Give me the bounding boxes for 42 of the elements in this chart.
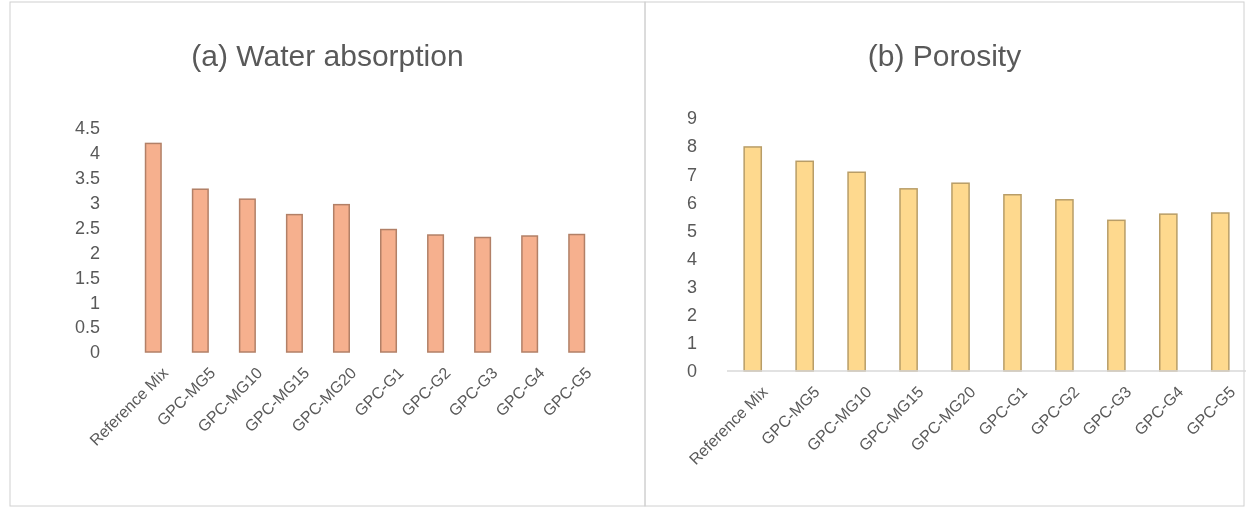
y-tick-label: 1	[89, 292, 100, 313]
bar	[380, 228, 398, 353]
y-tick-label: 3	[686, 276, 697, 297]
chart-title: (b) Porosity	[867, 39, 1022, 72]
bar	[332, 203, 350, 353]
bar	[899, 188, 918, 372]
y-tick-label: 4	[686, 248, 697, 269]
y-tick-label: 7	[686, 164, 697, 185]
y-tick-label: 2.5	[74, 217, 100, 238]
bar	[1107, 219, 1126, 372]
y-tick-label: 0.5	[74, 317, 100, 338]
bar	[847, 171, 866, 372]
y-tick-label: 9	[686, 108, 697, 129]
bar	[285, 213, 303, 353]
y-tick-label: 6	[686, 192, 697, 213]
y-tick-label: 0	[686, 361, 697, 382]
bar	[474, 236, 492, 353]
bar	[427, 234, 445, 353]
y-tick-label: 0	[89, 342, 100, 363]
bar	[743, 146, 763, 372]
bar	[144, 142, 162, 353]
bar	[191, 188, 209, 353]
bar	[521, 235, 539, 353]
y-tick-label: 5	[686, 220, 697, 241]
bar	[795, 160, 814, 372]
y-tick-label: 2	[89, 242, 100, 263]
bar	[568, 233, 586, 353]
y-tick-label: 1.5	[74, 267, 100, 288]
chart-title: (a) Water absorption	[191, 39, 464, 72]
y-tick-label: 2	[686, 305, 697, 326]
y-tick-label: 4	[89, 143, 100, 164]
y-tick-label: 3.5	[74, 168, 100, 189]
y-tick-label: 8	[686, 136, 697, 157]
bar	[1003, 193, 1022, 372]
bar	[1210, 212, 1230, 372]
bar	[238, 198, 256, 353]
y-tick-label: 1	[686, 333, 697, 354]
bar	[1159, 213, 1178, 372]
y-tick-label: 3	[89, 192, 100, 213]
bar	[951, 182, 970, 372]
bar	[1055, 199, 1074, 372]
y-tick-label: 4.5	[74, 118, 100, 139]
